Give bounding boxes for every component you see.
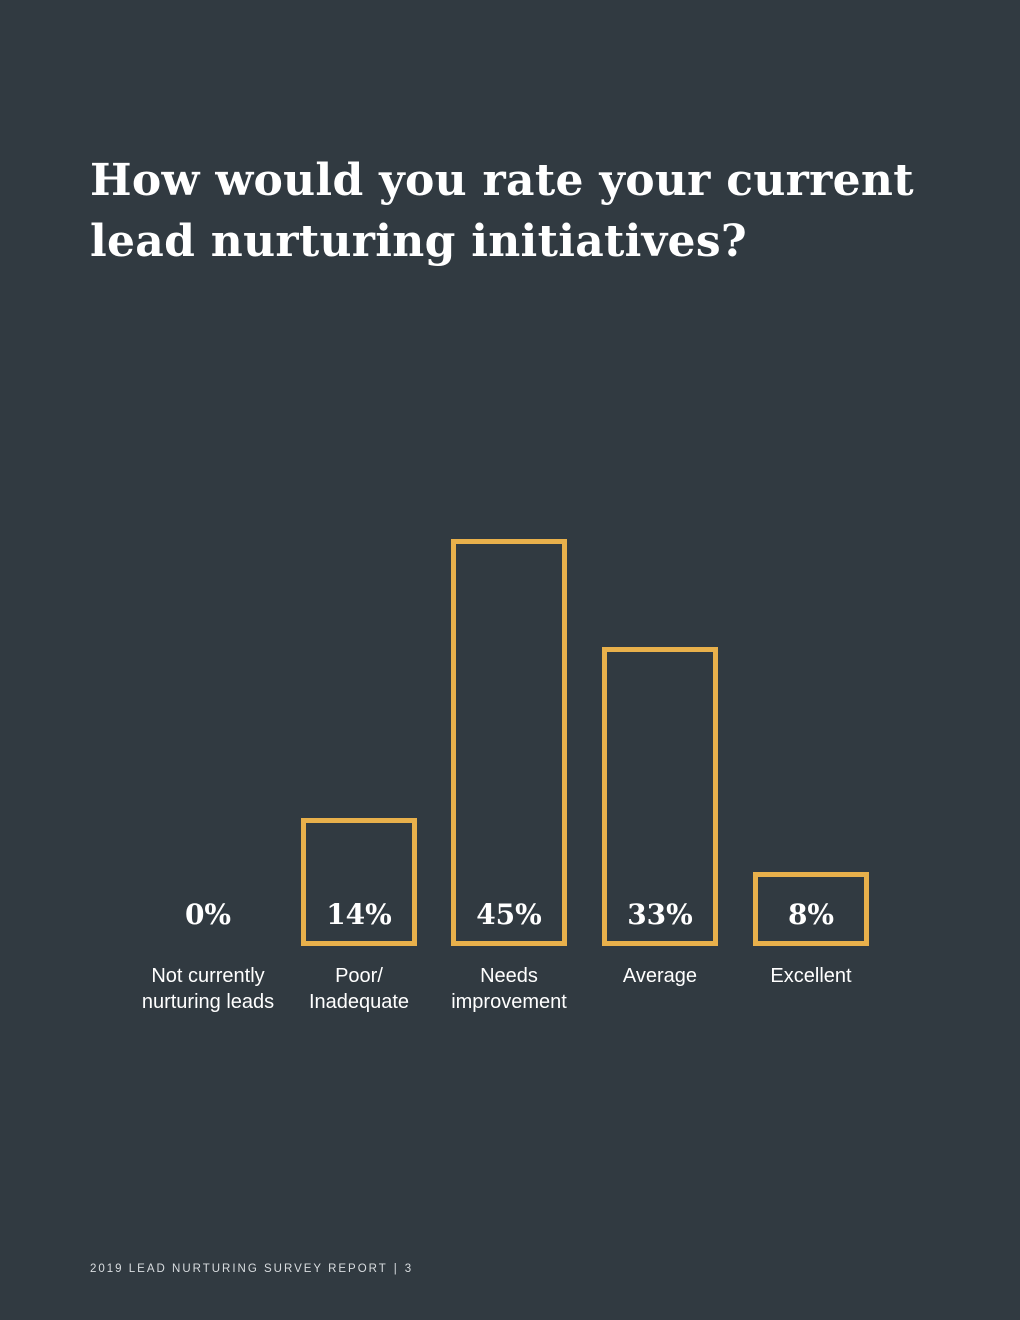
bar-4: [753, 872, 869, 946]
bar-chart: 0% Not currently nurturing leads 14% Poor/In…: [142, 539, 869, 1013]
data-label-2: 45%: [476, 898, 542, 931]
category-label-1: Poor/Inadequate: [309, 965, 409, 1013]
bar-1: [301, 818, 417, 946]
category-label-line: nurturing leads: [142, 991, 274, 1013]
category-label-line: Needs: [480, 965, 538, 987]
page-footer: 2019 LEAD NURTURING SURVEY REPORT | 3: [90, 1263, 413, 1275]
footer-page-number: 3: [404, 1263, 414, 1275]
bar-3: [602, 647, 718, 946]
category-label-line: improvement: [451, 991, 567, 1013]
data-label-4: 8%: [788, 898, 834, 931]
chart-title: How would you rate your current lead nur…: [90, 155, 914, 267]
category-label-4: Excellent: [770, 965, 852, 987]
category-label-line: Poor/: [335, 965, 383, 987]
footer-report-title: 2019 LEAD NURTURING SURVEY REPORT: [90, 1263, 388, 1275]
data-label-0: 0%: [185, 898, 231, 931]
category-label-line: Inadequate: [309, 991, 409, 1013]
category-label-2: Needs improvement: [451, 965, 567, 1013]
data-label-3: 33%: [627, 898, 693, 931]
category-label-3: Average: [623, 965, 697, 987]
category-label-line: Excellent: [770, 965, 852, 987]
category-label-line: Average: [623, 965, 697, 987]
data-label-1: 14%: [326, 898, 392, 931]
category-label-line: Not currently: [151, 965, 264, 987]
bar-2: [451, 539, 567, 946]
footer-separator: |: [393, 1263, 399, 1275]
category-label-0: Not currently nurturing leads: [142, 965, 274, 1013]
